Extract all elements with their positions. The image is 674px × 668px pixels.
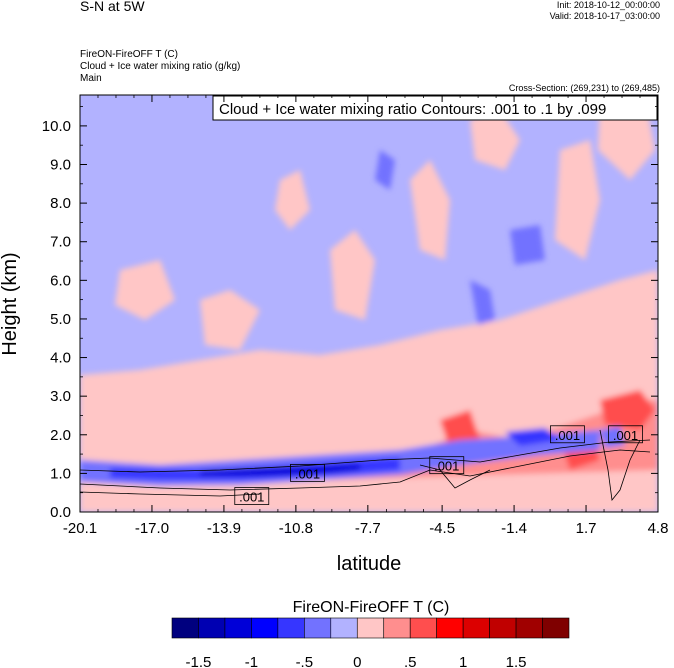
y-tick-label: 1.0 (50, 465, 71, 482)
y-axis: 0.0 1.0 2.0 3.0 4.0 5.0 6.0 7.0 8.0 9.0 10.0 (42, 106, 658, 521)
y-tick-label: 2.0 (50, 427, 71, 444)
y-tick-label: 6.0 (50, 272, 71, 289)
x-tick-label: 1.7 (576, 520, 597, 537)
field-name-temperature: FireON-FireOFF T (C) (80, 49, 178, 60)
x-axis-label: latitude (337, 553, 402, 575)
y-tick-label: 7.0 (50, 234, 71, 251)
y-tick-label: 4.0 (50, 350, 71, 367)
contour-label-box (429, 456, 465, 475)
plot-title: S-N at 5W (80, 0, 145, 14)
heatmap-field (80, 95, 658, 512)
contour-labels: .001 .001 .001 .001 .001 (234, 425, 643, 505)
colorbar-swatch (171, 617, 199, 639)
x-axis: -20.1 -17.0 -13.9 -10.8 -7.7 -4.5 -1.4 1.7 4.8 (63, 95, 669, 537)
valid-time: Valid: 2018-10-17_03:00:00 (549, 11, 660, 21)
colorbar-tick-label: 0 (353, 654, 361, 668)
contour-label-box (290, 463, 325, 482)
contour-label: .001 (613, 428, 638, 443)
init-time: Init: 2018-10-12_00:00:00 (556, 0, 660, 10)
colorbar-tick-label: 1.5 (506, 654, 527, 668)
x-tick-label: -20.1 (63, 520, 97, 537)
contour-label-box (234, 487, 270, 505)
colorbar-tick-label: -.5 (296, 654, 314, 668)
colorbar-swatch (489, 617, 517, 639)
x-tick-label: -17.0 (135, 520, 169, 537)
contour-info-text: Cloud + Ice water mixing ratio Contours:… (219, 101, 606, 118)
contour-label: .001 (239, 490, 264, 505)
contour-label-box (608, 425, 643, 444)
y-tick-label: 0.0 (50, 504, 71, 521)
colorbar-swatch (330, 617, 358, 639)
y-tick-label: 10.0 (42, 118, 71, 135)
domain-label: Main (80, 73, 102, 84)
contour-label: .001 (295, 466, 320, 481)
colorbar-tick-label: 1 (459, 654, 467, 668)
y-tick-label: 5.0 (50, 311, 71, 328)
field-name-cloud: Cloud + Ice water mixing ratio (g/kg) (80, 61, 241, 72)
colorbar-swatch (515, 617, 543, 639)
x-tick-label: -7.7 (355, 520, 381, 537)
y-tick-label: 9.0 (50, 157, 71, 174)
y-tick-label: 3.0 (50, 388, 71, 405)
colorbar-swatch (409, 617, 437, 639)
colorbar-swatch (277, 617, 305, 639)
contour-label: .001 (434, 459, 459, 474)
colorbar-label: FireON-FireOFF T (C) (293, 599, 450, 616)
x-tick-label: -10.8 (279, 520, 313, 537)
colorbar-swatch (304, 617, 332, 639)
contour-label: .001 (555, 428, 580, 443)
x-tick-label: -1.4 (501, 520, 527, 537)
colorbar-swatch (356, 617, 385, 639)
colorbar-tick-label: -1.5 (186, 654, 212, 668)
colorbar-tick-label: -1 (245, 654, 258, 668)
cross-section-label: Cross-Section: (269,231) to (269,485) (508, 83, 660, 93)
x-tick-label: -13.9 (207, 520, 241, 537)
plot-frame (79, 94, 659, 513)
colorbar-swatch (198, 617, 226, 639)
contour-label-box (550, 425, 585, 444)
x-tick-label: -4.5 (429, 520, 455, 537)
colorbar-swatch (383, 617, 411, 639)
y-tick-label: 8.0 (50, 195, 71, 212)
colorbar-swatch (251, 617, 279, 639)
colorbar-swatch (542, 617, 570, 639)
colorbar: -1.5 -1 -.5 0 .5 1 1.5 (171, 617, 570, 668)
contour-info-box (212, 95, 658, 121)
colorbar-swatch (436, 617, 464, 639)
x-tick-label: 4.8 (648, 520, 669, 537)
colorbar-swatch (224, 617, 252, 639)
colorbar-tick-label: .5 (404, 654, 417, 668)
y-axis-label: Height (km) (0, 252, 21, 355)
colorbar-swatch (462, 617, 490, 639)
